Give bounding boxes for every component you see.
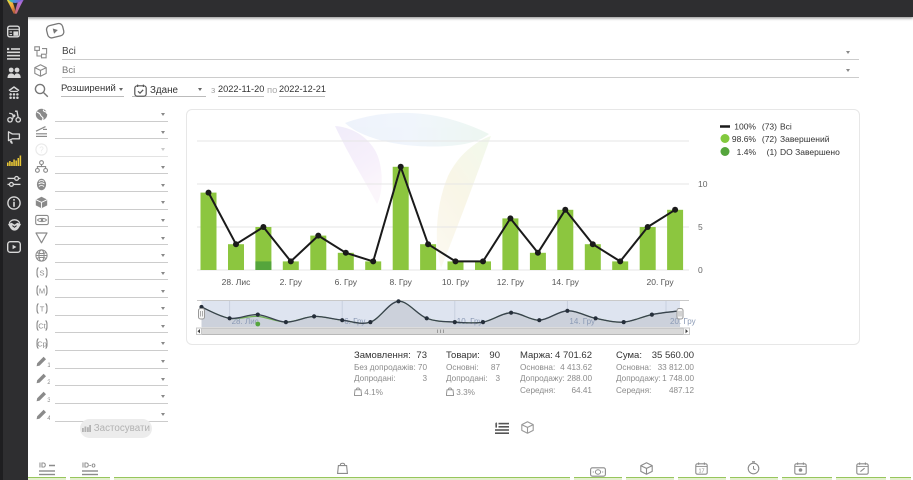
svg-text:S: S (39, 269, 44, 278)
svg-text:6. Гру: 6. Гру (335, 277, 358, 287)
svg-text:14. Гру: 14. Гру (569, 317, 595, 326)
svg-text:Завершений: Завершений (780, 134, 830, 144)
svg-text:1: 1 (47, 362, 50, 368)
svg-text:20. Гру: 20. Гру (670, 317, 696, 326)
svg-text:T: T (40, 304, 45, 313)
svg-text:10: 10 (698, 179, 708, 189)
svg-text:2: 2 (47, 379, 50, 385)
svg-text:Cp: Cp (37, 339, 47, 348)
svg-text:10. Гру: 10. Гру (442, 277, 470, 287)
svg-text:0: 0 (698, 265, 703, 275)
svg-text:ID: ID (39, 463, 46, 470)
svg-text:98.6%: 98.6% (732, 134, 757, 144)
svg-text:ID-o: ID-o (82, 463, 96, 470)
svg-text:(73): (73) (762, 122, 777, 132)
svg-text:(72): (72) (762, 134, 777, 144)
svg-text:17: 17 (698, 468, 704, 474)
svg-text:1.4%: 1.4% (737, 147, 757, 157)
svg-text:Ct: Ct (38, 322, 46, 331)
svg-text:5: 5 (698, 222, 703, 232)
svg-text:20. Гру: 20. Гру (647, 277, 675, 287)
svg-text:12. Гру: 12. Гру (497, 277, 525, 287)
svg-text:M: M (39, 286, 45, 295)
svg-text:(1): (1) (767, 147, 778, 157)
svg-text:DO Завершено: DO Завершено (780, 147, 840, 157)
svg-text:2. Гру: 2. Гру (280, 277, 303, 287)
svg-text:?: ? (39, 145, 44, 154)
svg-text:8. Гру: 8. Гру (389, 277, 412, 287)
svg-text:28. Лис: 28. Лис (232, 317, 259, 326)
svg-text:28. Лис: 28. Лис (222, 277, 252, 287)
svg-text:10. Гру: 10. Гру (457, 317, 483, 326)
svg-text:6. Гру: 6. Гру (344, 317, 365, 326)
svg-text:14. Гру: 14. Гру (552, 277, 580, 287)
svg-text:100%: 100% (734, 122, 756, 132)
svg-text:Всі: Всі (780, 122, 792, 132)
svg-text:3: 3 (47, 397, 50, 403)
svg-text:4: 4 (47, 415, 50, 421)
